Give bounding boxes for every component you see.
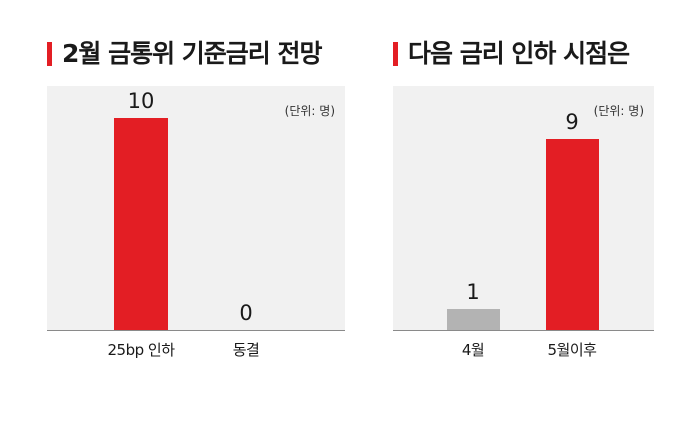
value-label-1-1: 10: [127, 89, 155, 113]
category-label-may-or-later: 5월이후: [547, 341, 597, 359]
chart-panel-rate-outlook: 2월 금통위 기준금리 전망 (단위: 명) 10 0 25bp 인하 동결: [47, 38, 345, 359]
heading-accent-bar: [393, 42, 398, 66]
bar-2-1: [446, 309, 500, 330]
chart-title: 2월 금통위 기준금리 전망: [62, 39, 323, 68]
value-label-1-2: 0: [239, 301, 253, 325]
value-label-2-1: 1: [466, 280, 480, 304]
chart-heading: 다음 금리 인하 시점은: [393, 38, 654, 74]
plot-area: (단위: 명) 10 0: [47, 86, 345, 331]
category-label-hold: 동결: [232, 341, 260, 359]
chart-panel-next-cut-timing: 다음 금리 인하 시점은 (단위: 명) 1 9 4월 5월이후: [393, 38, 654, 359]
bar-1-1: [114, 118, 168, 330]
unit-label: (단위: 명): [284, 104, 335, 118]
value-label-2-2: 9: [565, 110, 579, 134]
chart-heading: 2월 금통위 기준금리 전망: [47, 38, 345, 74]
chart-title: 다음 금리 인하 시점은: [408, 39, 630, 68]
plot-area: (단위: 명) 1 9: [393, 86, 654, 331]
heading-accent-bar: [47, 42, 52, 66]
bar-2-2: [545, 139, 599, 330]
unit-label: (단위: 명): [593, 104, 644, 118]
category-label-25bp-cut: 25bp 인하: [107, 341, 176, 359]
category-label-april: 4월: [461, 341, 485, 359]
